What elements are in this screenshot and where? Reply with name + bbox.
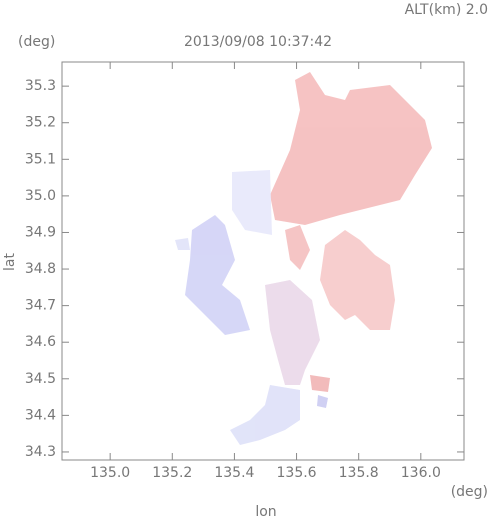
y-tick-label: 34.4 — [25, 407, 56, 423]
y-tick-label: 34.9 — [25, 224, 56, 240]
x-axis-title: lon — [255, 504, 276, 520]
y-tick-label: 35.2 — [25, 115, 56, 131]
altitude-label: ALT(km) 2.0 — [405, 2, 488, 18]
x-tick-label: 135.8 — [339, 465, 379, 481]
y-tick-label: 35.1 — [25, 151, 56, 167]
y-axis-title: lat — [2, 253, 18, 271]
y-tick-label: 34.6 — [25, 334, 56, 350]
x-tick-label: 136.0 — [401, 465, 441, 481]
y-tick-label: 35.3 — [25, 78, 56, 94]
y-tick-label: 34.3 — [25, 444, 56, 460]
y-unit: (deg) — [18, 34, 55, 50]
y-tick-label: 35.0 — [25, 188, 56, 204]
y-tick-label: 34.5 — [25, 371, 56, 387]
chart-title: 2013/09/08 10:37:42 — [184, 34, 332, 50]
x-unit: (deg) — [451, 484, 488, 500]
x-tick-label: 135.4 — [214, 465, 254, 481]
x-tick-label: 135.6 — [277, 465, 317, 481]
plot-frame — [61, 61, 465, 461]
x-tick-label: 135.2 — [152, 465, 192, 481]
y-tick-label: 34.7 — [25, 298, 56, 314]
y-tick-label: 34.8 — [25, 261, 56, 277]
x-tick-label: 135.0 — [90, 465, 130, 481]
velocity-field — [175, 72, 432, 445]
